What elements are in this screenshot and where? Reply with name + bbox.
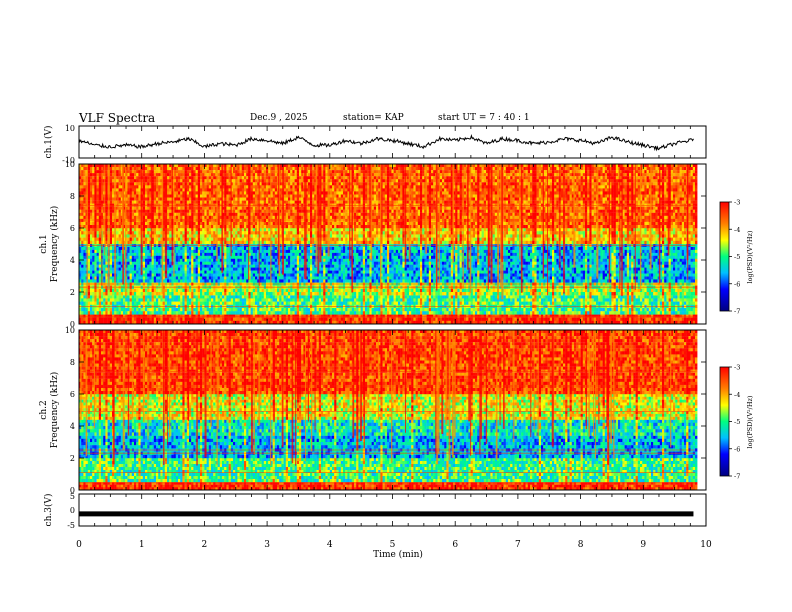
x-axis-label: Time (min) [373,549,423,560]
x-tick-label: 1 [139,540,145,550]
ch1-spectrogram-ylabel-frequency: Frequency (kHz) [49,206,60,283]
ch1-colorbar: -3 -4 -5 -6 -7 log(PSD)(V²/Hz) [720,199,754,316]
vlf-figure: 0 1 2 3 4 5 6 7 8 9 100246810024681010-1050-5 ch.1… [0,0,792,612]
y-tick-label: 4 [70,256,75,265]
ch1-colorbar-label: log(PSD)(V²/Hz) [746,230,754,283]
ch2-spectrogram-image [79,330,697,490]
x-tick-label: 4 [327,540,333,550]
colorbar-tick-label: -4 [734,391,740,399]
colorbar-tick-label: -4 [734,226,740,234]
y-tick-label: -10 [62,156,75,165]
y-tick-label: 6 [70,390,75,399]
x-tick-label: 6 [452,540,458,550]
y-tick-label: 0 [70,506,75,515]
ch1-waveform-line [79,136,694,150]
y-tick-label: -5 [67,521,75,530]
ch1-voltage-ylabel: ch.1(V) [43,126,54,159]
y-tick-label: 2 [70,454,75,463]
x-tick-label: 0 [76,540,82,550]
ch2-spectrogram-ylabel-frequency: Frequency (kHz) [49,372,60,449]
x-tick-label: 10 [700,540,712,550]
ch1-spectrogram-image [79,164,697,324]
ch2-colorbar-label: log(PSD)(V²/Hz) [746,395,754,448]
y-tick-label: 2 [70,288,75,297]
y-tick-label: 6 [70,224,75,233]
y-tick-label: 8 [70,358,75,367]
ch2-colorbar: -3 -4 -5 -6 -7 log(PSD)(V²/Hz) [720,364,754,481]
colorbar-tick-label: -5 [734,253,740,261]
y-tick-label: 5 [70,492,75,501]
y-tick-label: 10 [65,124,75,133]
x-tick-label: 7 [515,540,521,550]
ch2-spectrogram-ylabel-channel: ch.2 [39,400,49,419]
colorbar-tick-label: -7 [734,308,740,316]
colorbar-tick-label: -7 [734,473,740,481]
colorbar-tick-label: -6 [734,280,740,288]
ch1-spectrogram-ylabel-channel: ch.1 [39,234,49,253]
colorbar-tick-label: -3 [734,364,740,372]
colorbar-tick-label: -3 [734,199,740,207]
ch1-waveform [79,136,694,150]
x-tick-label: 5 [390,540,396,550]
y-tick-label: 8 [70,192,75,201]
colorbar-tick-label: -6 [734,445,740,453]
x-tick-label: 2 [202,540,208,550]
y-tick-label: 10 [65,326,75,335]
x-tick-label: 9 [640,540,646,550]
colorbar-tick-label: -5 [734,418,740,426]
x-tick-label: 3 [264,540,270,550]
y-tick-label: 4 [70,422,75,431]
ch3-voltage-ylabel: ch.3(V) [43,494,54,527]
x-tick-label: 8 [578,540,584,550]
